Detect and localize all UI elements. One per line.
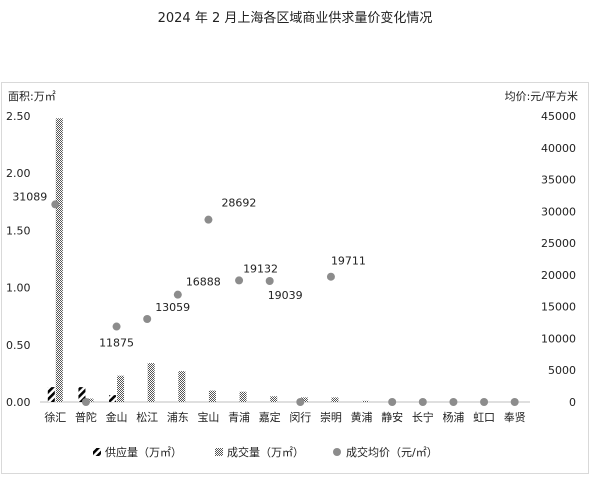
y-right-tick-label: 30000 xyxy=(541,205,576,218)
x-category-label: 杨浦 xyxy=(442,410,464,424)
price-data-label: 16888 xyxy=(186,276,221,289)
price-point xyxy=(388,398,397,406)
y-left-ticks: 0.00 0.50 1.00 1.50 2.00 2.50 xyxy=(6,110,31,409)
price-point xyxy=(265,276,274,285)
legend-label-deal: 成交量（万㎡） xyxy=(227,445,304,459)
y-right-tick-label: 45000 xyxy=(541,110,576,123)
y-right-ticks: 0 5000 10000 15000 20000 25000 30000 35000 40000… xyxy=(541,110,576,409)
y-left-axis-title: 面积:万㎡ xyxy=(8,90,56,103)
legend: 供应量（万㎡） 成交量（万㎡） 成交均价（元/㎡） xyxy=(93,445,438,459)
price-data-label: 19132 xyxy=(243,262,278,275)
x-category-label: 长宁 xyxy=(412,410,434,424)
price-data-label: 19711 xyxy=(331,255,366,268)
y-right-tick-label: 0 xyxy=(569,396,576,409)
deal-bar xyxy=(55,118,63,403)
x-category-label: 宝山 xyxy=(197,410,219,424)
x-category-label: 徐汇 xyxy=(44,410,66,424)
deal-bar xyxy=(86,398,94,402)
price-point xyxy=(480,398,489,406)
price-point xyxy=(112,322,121,331)
x-category-label: 闵行 xyxy=(289,410,311,424)
legend-swatch-deal xyxy=(215,448,223,456)
bar-series xyxy=(47,118,370,403)
x-category-label: 青浦 xyxy=(228,411,250,424)
price-point xyxy=(173,290,182,299)
x-category-label: 浦东 xyxy=(167,411,189,424)
price-point xyxy=(418,398,427,406)
legend-marker-price xyxy=(333,448,341,456)
y-right-tick-label: 10000 xyxy=(541,332,576,345)
plot-frame xyxy=(1,82,589,474)
x-category-label: 嘉定 xyxy=(259,410,281,424)
x-category-label: 黄浦 xyxy=(351,410,373,424)
x-category-label: 金山 xyxy=(106,410,128,424)
y-right-tick-label: 20000 xyxy=(541,269,576,282)
y-right-tick-label: 5000 xyxy=(548,364,576,377)
legend-swatch-supply xyxy=(93,448,101,456)
price-data-label: 19039 xyxy=(268,289,303,302)
y-left-tick-label: 0.50 xyxy=(6,339,31,352)
price-point xyxy=(51,200,60,209)
price-data-label: 28692 xyxy=(221,197,256,210)
y-right-tick-label: 25000 xyxy=(541,237,576,250)
deal-bar xyxy=(239,391,247,402)
chart-title: 2024 年 2 月上海各区域商业供求量价变化情况 xyxy=(158,10,433,26)
x-category-label: 普陀 xyxy=(75,410,97,424)
supply-bar xyxy=(109,395,117,402)
price-point xyxy=(326,272,335,281)
supply-bar xyxy=(78,387,86,402)
price-point xyxy=(296,398,305,406)
y-right-tick-label: 40000 xyxy=(541,142,576,155)
y-right-tick-label: 15000 xyxy=(541,301,576,314)
deal-bar xyxy=(362,400,370,402)
price-point xyxy=(204,215,213,224)
price-point xyxy=(510,398,519,406)
y-left-tick-label: 1.50 xyxy=(6,224,31,237)
price-point xyxy=(235,276,244,285)
deal-bar xyxy=(331,397,339,402)
y-right-axis-title: 均价:元/平方米 xyxy=(505,89,578,103)
price-point xyxy=(449,398,458,406)
legend-label-price: 成交均价（元/㎡） xyxy=(346,445,438,459)
price-point xyxy=(143,315,152,324)
x-category-label: 静安 xyxy=(381,410,403,424)
y-left-tick-label: 2.50 xyxy=(6,110,31,123)
x-axis-categories: 徐汇 普陀 金山 松江 浦东 宝山 青浦 嘉定 闵行 崇明 黄浦 静安 长宁 杨浦 虹口 奉贤 xyxy=(44,410,525,424)
deal-bar xyxy=(147,363,155,402)
deal-bar xyxy=(117,375,125,402)
x-category-label: 虹口 xyxy=(473,411,495,424)
price-data-label: 13059 xyxy=(155,301,190,314)
y-left-tick-label: 2.00 xyxy=(6,167,31,180)
supply-bar xyxy=(47,387,55,402)
x-category-label: 奉贤 xyxy=(504,410,526,424)
deal-bar xyxy=(208,390,216,402)
y-left-tick-label: 1.00 xyxy=(6,282,31,295)
x-category-label: 松江 xyxy=(136,410,158,424)
scatter-series: 31089 11875 13059 16888 28692 19132 19039 19711 xyxy=(12,190,519,406)
y-right-tick-label: 35000 xyxy=(541,174,576,187)
legend-label-supply: 供应量（万㎡） xyxy=(105,445,182,459)
deal-bar xyxy=(300,397,308,402)
price-point xyxy=(81,398,90,406)
deal-bar xyxy=(178,371,186,402)
price-data-label: 11875 xyxy=(99,337,134,350)
y-left-tick-label: 0.00 xyxy=(6,396,31,409)
price-data-label: 31089 xyxy=(12,190,47,203)
deal-bar xyxy=(270,396,278,402)
x-category-label: 崇明 xyxy=(320,411,342,424)
